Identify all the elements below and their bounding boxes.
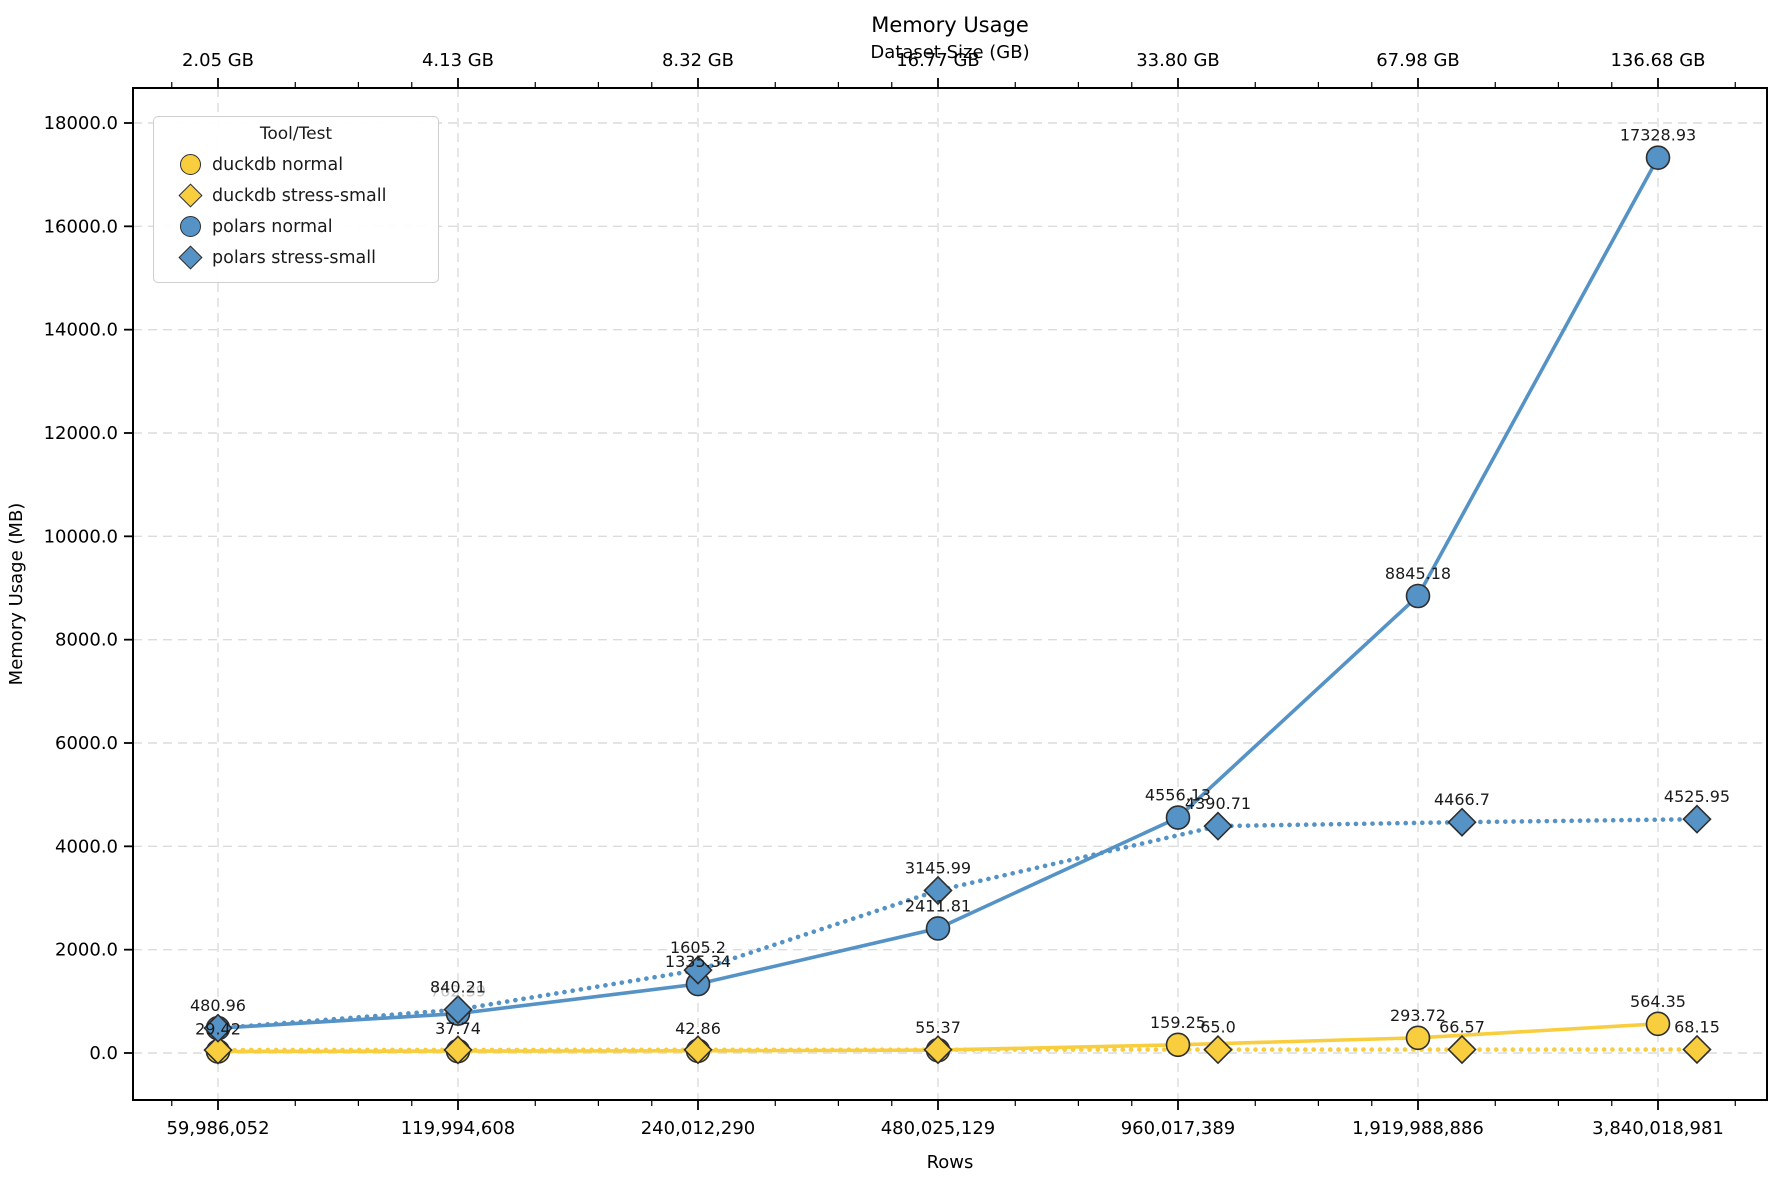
marker-diamond-duckdb-stress-small bbox=[1203, 1035, 1233, 1065]
y-tick-label: 12000.0 bbox=[44, 423, 118, 444]
y-tick-label: 2000.0 bbox=[55, 940, 118, 961]
marker-diamond-polars-stress-small bbox=[683, 955, 713, 985]
legend-items: duckdb normal duckdb stress-small polars n… bbox=[154, 149, 438, 273]
legend-item-duckdb-stress-small: duckdb stress-small bbox=[154, 180, 438, 211]
circle-marker-icon bbox=[168, 154, 212, 175]
y-tick-label: 14000.0 bbox=[44, 320, 118, 341]
x-tick-label: 480,025,129 bbox=[881, 1118, 996, 1139]
x-tick-label: 59,986,052 bbox=[166, 1118, 269, 1139]
point-label-polars-normal: 1335.34 bbox=[665, 952, 731, 971]
marker-diamond-duckdb-stress-small bbox=[1682, 1034, 1712, 1065]
diamond-marker-icon bbox=[168, 183, 212, 208]
point-label-polars-normal: 480.96 bbox=[190, 996, 246, 1015]
top-tick-label: 2.05 GB bbox=[182, 50, 254, 71]
point-label-polars-stress-small: 4390.71 bbox=[1185, 794, 1251, 813]
axes-spines bbox=[132, 87, 1768, 1101]
legend-item-label: polars normal bbox=[212, 216, 333, 237]
chart-title: Memory Usage bbox=[871, 13, 1029, 37]
point-label-polars-stress-small: 840.21 bbox=[430, 978, 486, 997]
marker-diamond-polars-stress-small bbox=[923, 875, 953, 906]
marker-diamond-polars-stress-small bbox=[1447, 807, 1477, 837]
marker-circle-duckdb-normal bbox=[1405, 1025, 1431, 1051]
x-tick-label: 1,919,988,886 bbox=[1352, 1118, 1484, 1139]
series-lines bbox=[215, 156, 1700, 1054]
marker-diamond-polars-stress-small bbox=[203, 1013, 233, 1043]
top-tick-label: 4.13 GB bbox=[422, 50, 494, 71]
x-tick-label: 240,012,290 bbox=[641, 1118, 756, 1139]
marker-diamond-polars-stress-small bbox=[1682, 804, 1712, 834]
point-label-polars-normal: 4556.13 bbox=[1145, 786, 1211, 805]
circle-marker-icon bbox=[168, 216, 212, 237]
marker-diamond-duckdb-stress-small bbox=[683, 1035, 713, 1065]
point-label-duckdb-stress-small: 68.15 bbox=[1674, 1017, 1720, 1036]
top-tick-label: 33.80 GB bbox=[1136, 50, 1220, 71]
y-tick-label: 16000.0 bbox=[44, 216, 118, 237]
data-point-labels: 29.42 37.74 42.86 55.37 159.25 293.72 564.35 48… bbox=[190, 126, 1730, 1039]
marker-circle-duckdb-normal bbox=[1645, 1011, 1671, 1037]
y-tick-label: 8000.0 bbox=[55, 630, 118, 651]
marker-diamond-duckdb-stress-small bbox=[443, 1035, 473, 1065]
legend-item-label: duckdb normal bbox=[212, 154, 344, 175]
point-label-duckdb-stress-small: 66.57 bbox=[1439, 1018, 1485, 1037]
diamond-marker-icon bbox=[168, 245, 212, 270]
y-tick-label: 6000.0 bbox=[55, 733, 118, 754]
point-label-polars-stress-small: 1605.2 bbox=[670, 938, 726, 957]
legend-item-duckdb-normal: duckdb normal bbox=[154, 149, 438, 180]
legend-item-polars-stress-small: polars stress-small bbox=[154, 242, 438, 273]
marker-circle-polars-normal bbox=[925, 916, 951, 941]
point-label-polars-normal: 8845.18 bbox=[1385, 564, 1451, 583]
x-tick-label: 960,017,389 bbox=[1121, 1118, 1236, 1139]
x-tick-label: 3,840,018,981 bbox=[1592, 1118, 1724, 1139]
top-axis-label: Dataset Size (GB) bbox=[870, 42, 1029, 63]
point-label-polars-normal: 762.39 bbox=[430, 982, 486, 1001]
series-markers bbox=[203, 145, 1712, 1065]
point-label-duckdb-normal: 42.86 bbox=[675, 1019, 721, 1038]
marker-diamond-duckdb-stress-small bbox=[923, 1035, 953, 1065]
marker-circle-polars-normal bbox=[1165, 805, 1191, 830]
y-axis-label: Memory Usage (MB) bbox=[6, 503, 27, 686]
marker-circle-duckdb-normal bbox=[1165, 1032, 1191, 1058]
legend-item-label: polars stress-small bbox=[212, 247, 376, 268]
point-label-polars-stress-small: 3145.99 bbox=[905, 858, 971, 877]
point-label-duckdb-normal: 55.37 bbox=[915, 1018, 961, 1037]
point-label-polars-stress-small: 4466.7 bbox=[1434, 790, 1490, 809]
point-label-duckdb-stress-small: 65.0 bbox=[1200, 1018, 1236, 1037]
top-tick-label: 8.32 GB bbox=[662, 50, 734, 71]
y-tick-label: 10000.0 bbox=[44, 526, 118, 547]
legend-title: Tool/Test bbox=[259, 124, 333, 144]
y-tick-label: 18000.0 bbox=[44, 113, 118, 134]
marker-diamond-polars-stress-small bbox=[443, 994, 473, 1025]
y-tick-label: 4000.0 bbox=[55, 836, 118, 857]
top-tick-label: 67.98 GB bbox=[1376, 50, 1460, 71]
point-label-duckdb-normal: 37.74 bbox=[435, 1019, 481, 1038]
x-axis-label: Rows bbox=[927, 1152, 974, 1173]
y-tick-label: 0.0 bbox=[89, 1043, 118, 1064]
point-label-polars-normal: 17328.93 bbox=[1620, 126, 1696, 145]
legend-item-polars-normal: polars normal bbox=[154, 211, 438, 242]
point-label-duckdb-normal: 159.25 bbox=[1150, 1013, 1206, 1032]
marker-diamond-duckdb-stress-small bbox=[203, 1035, 233, 1065]
point-label-duckdb-normal: 564.35 bbox=[1630, 992, 1686, 1011]
marker-diamond-polars-stress-small bbox=[1203, 811, 1233, 841]
axis-tick-labels: 0.0 2000.0 4000.0 6000.0 8000.0 10000.0 12000.… bbox=[44, 50, 1724, 1139]
marker-circle-polars-normal bbox=[1645, 145, 1671, 170]
top-tick-label: 16.77 GB bbox=[896, 50, 980, 71]
marker-circle-polars-normal bbox=[1405, 583, 1431, 609]
x-tick-label: 119,994,608 bbox=[401, 1118, 516, 1139]
legend: Tool/Test duckdb normal duckdb stress-sma… bbox=[153, 116, 439, 283]
legend-item-label: duckdb stress-small bbox=[212, 185, 387, 206]
point-label-duckdb-normal: 29.42 bbox=[195, 1019, 241, 1038]
axis-ticks bbox=[124, 78, 1736, 1110]
top-tick-label: 136.68 GB bbox=[1610, 50, 1705, 71]
point-label-polars-stress-small: 4525.95 bbox=[1664, 787, 1730, 806]
marker-diamond-duckdb-stress-small bbox=[1447, 1034, 1477, 1065]
plot-border bbox=[132, 87, 1768, 1101]
point-label-polars-normal: 2411.81 bbox=[905, 896, 971, 915]
point-label-duckdb-normal: 293.72 bbox=[1390, 1006, 1446, 1025]
